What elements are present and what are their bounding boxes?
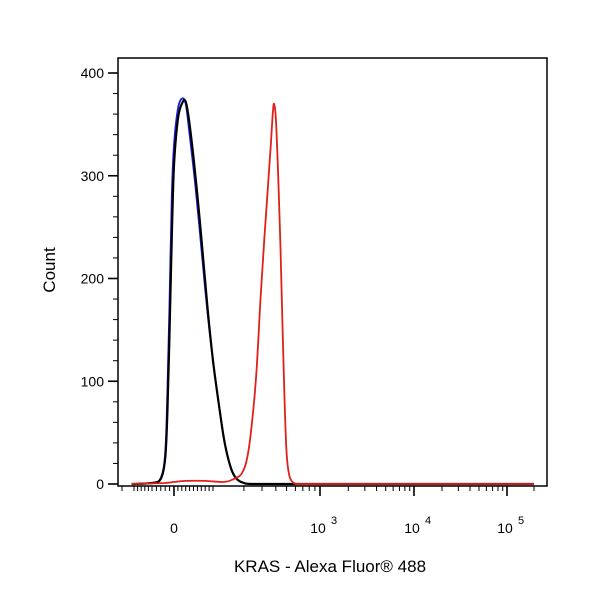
series-line-1 [131,97,534,485]
series-line-2 [131,99,534,486]
y-tick-label: 200 [81,271,105,287]
y-tick-label: 100 [81,373,105,389]
x-tick-label: 10 [497,520,513,536]
x-tick-exponent: 3 [331,515,337,527]
x-axis: 0 10 3 10 4 10 5 [121,486,535,536]
plot-frame [117,57,548,487]
x-tick-exponent: 5 [518,515,524,527]
x-tick-exponent: 4 [425,515,431,527]
x-tick-label: 10 [404,520,420,536]
y-tick-label: 300 [81,168,105,184]
y-tick-label: 0 [96,476,104,492]
series-line-3 [131,102,534,485]
y-tick-label: 400 [81,65,105,81]
x-tick-label: 0 [170,520,178,536]
x-axis-title: KRAS - Alexa Fluor® 488 [234,557,426,576]
y-axis: 0 100 200 300 400 [81,65,118,492]
y-axis-title: Count [40,247,59,293]
x-tick-label: 10 [310,520,326,536]
series-layer [131,97,534,486]
